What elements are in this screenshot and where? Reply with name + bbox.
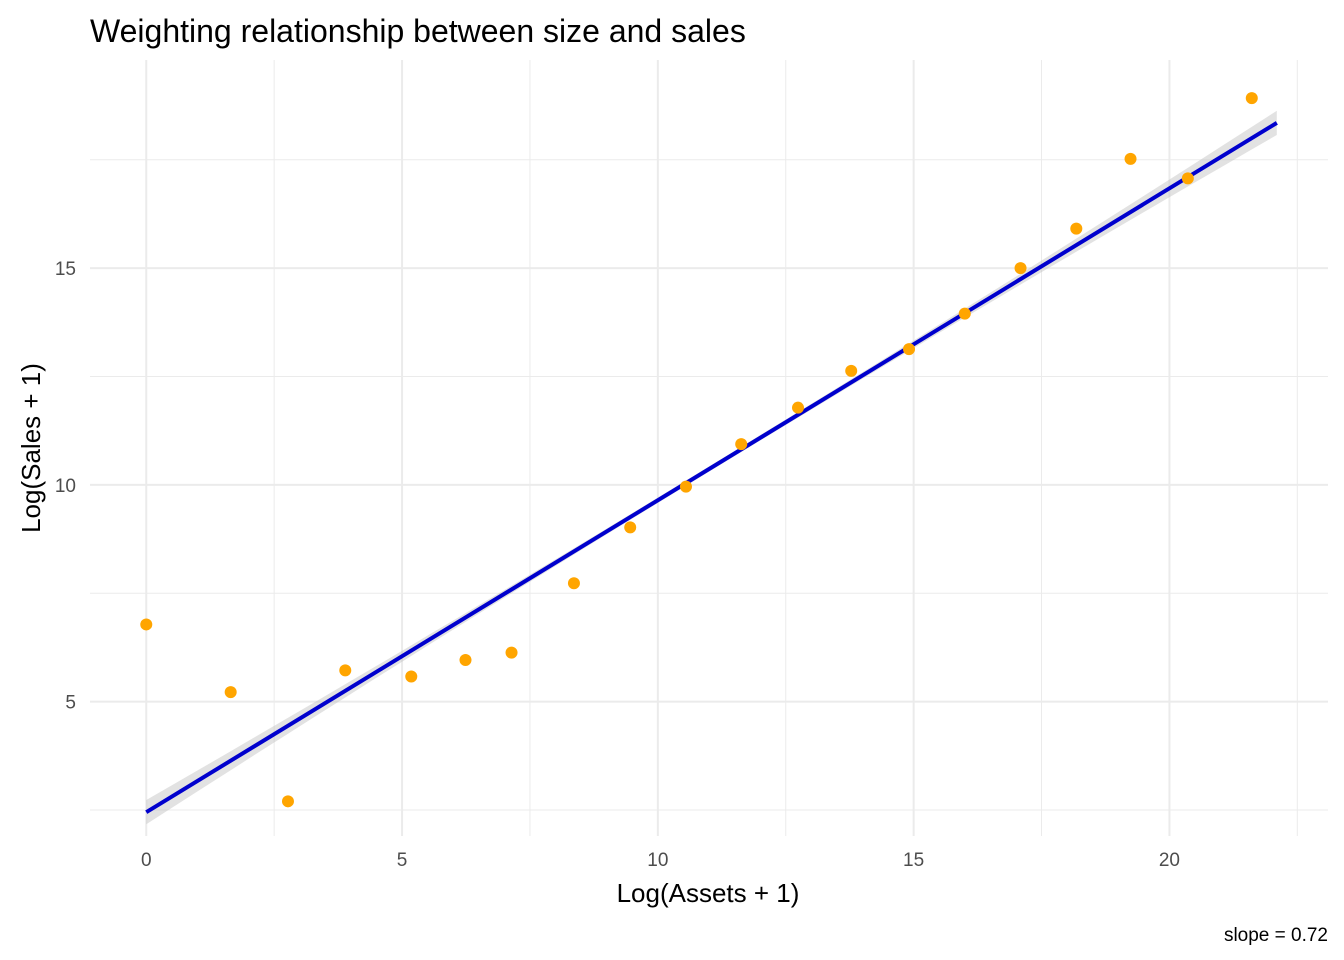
x-tick-label: 10 <box>647 850 668 871</box>
data-point <box>624 521 637 534</box>
data-point <box>281 795 294 808</box>
data-point <box>567 577 580 590</box>
grid-lines <box>90 60 1328 836</box>
y-tick-labels: 5 10 15 <box>55 259 76 714</box>
data-point <box>845 364 858 377</box>
data-point <box>1181 172 1194 185</box>
y-tick-label: 5 <box>65 693 76 714</box>
data-point <box>1124 152 1137 165</box>
data-point <box>1014 262 1027 275</box>
data-point <box>224 686 237 699</box>
data-point <box>958 307 971 320</box>
y-axis-title: Log(Sales + 1) <box>16 363 46 533</box>
x-tick-label: 5 <box>397 850 408 871</box>
x-tick-label: 20 <box>1159 850 1180 871</box>
x-tick-labels: 0 5 10 15 20 <box>141 850 1180 871</box>
x-axis-title: Log(Assets + 1) <box>617 878 800 908</box>
fit-line <box>145 121 1278 814</box>
data-points <box>140 92 1258 808</box>
data-point <box>505 646 518 659</box>
y-tick-label: 15 <box>55 259 76 280</box>
x-tick-label: 15 <box>903 850 924 871</box>
data-point <box>405 670 418 683</box>
data-point <box>903 343 916 356</box>
chart-title: Weighting relationship between size and … <box>90 13 746 49</box>
data-point <box>140 618 153 631</box>
x-tick-label: 0 <box>141 850 152 871</box>
data-point <box>1070 222 1083 235</box>
regression-line <box>145 121 1278 814</box>
slope-caption: slope = 0.72 <box>1224 925 1328 946</box>
data-point <box>339 664 352 677</box>
data-point <box>792 401 805 414</box>
data-point <box>735 438 748 451</box>
data-point <box>679 480 692 493</box>
y-tick-label: 10 <box>55 476 76 497</box>
data-point <box>1245 92 1258 105</box>
data-point <box>459 653 472 666</box>
